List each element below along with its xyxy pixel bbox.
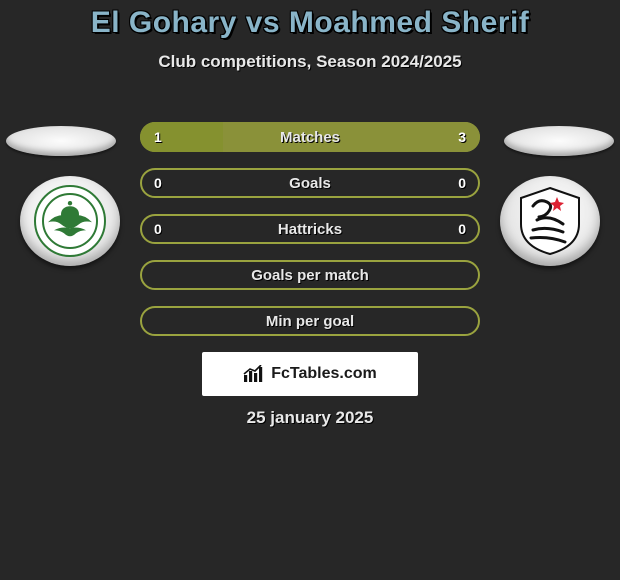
stat-value-right: 0 (458, 221, 466, 237)
club-badge-right (500, 176, 600, 266)
stat-label: Matches (280, 129, 340, 146)
stats-container: 1 3 Matches 0 0 Goals 0 0 Hattricks Goals per mat… (140, 122, 480, 352)
stat-label: Goals (289, 175, 331, 192)
club-badge-left (20, 176, 120, 266)
stat-row: 1 3 Matches (140, 122, 480, 152)
stat-row: 0 0 Goals (140, 168, 480, 198)
stat-row: Min per goal (140, 306, 480, 336)
stat-value-left: 0 (154, 221, 162, 237)
stat-value-left: 1 (154, 129, 162, 145)
club-crest-right (513, 184, 587, 258)
watermark: FcTables.com (202, 352, 418, 396)
stat-label: Hattricks (278, 221, 342, 238)
bar-chart-icon (243, 365, 265, 383)
stat-row: Goals per match (140, 260, 480, 290)
club-crest-left (34, 185, 106, 257)
stat-value-left: 0 (154, 175, 162, 191)
stat-label: Goals per match (251, 267, 369, 284)
player-right-ellipse (504, 126, 614, 156)
stat-row: 0 0 Hattricks (140, 214, 480, 244)
stat-label: Min per goal (266, 313, 354, 330)
watermark-text: FcTables.com (271, 365, 377, 383)
page-title: El Gohary vs Moahmed Sherif (0, 0, 620, 40)
player-left-ellipse (6, 126, 116, 156)
stat-value-right: 3 (458, 129, 466, 145)
stat-value-right: 0 (458, 175, 466, 191)
date-text: 25 january 2025 (0, 408, 620, 428)
comparison-card: El Gohary vs Moahmed Sherif Club competi… (0, 0, 620, 580)
subtitle: Club competitions, Season 2024/2025 (0, 52, 620, 72)
stat-fill-right (223, 122, 480, 152)
eagle-icon (43, 200, 97, 240)
